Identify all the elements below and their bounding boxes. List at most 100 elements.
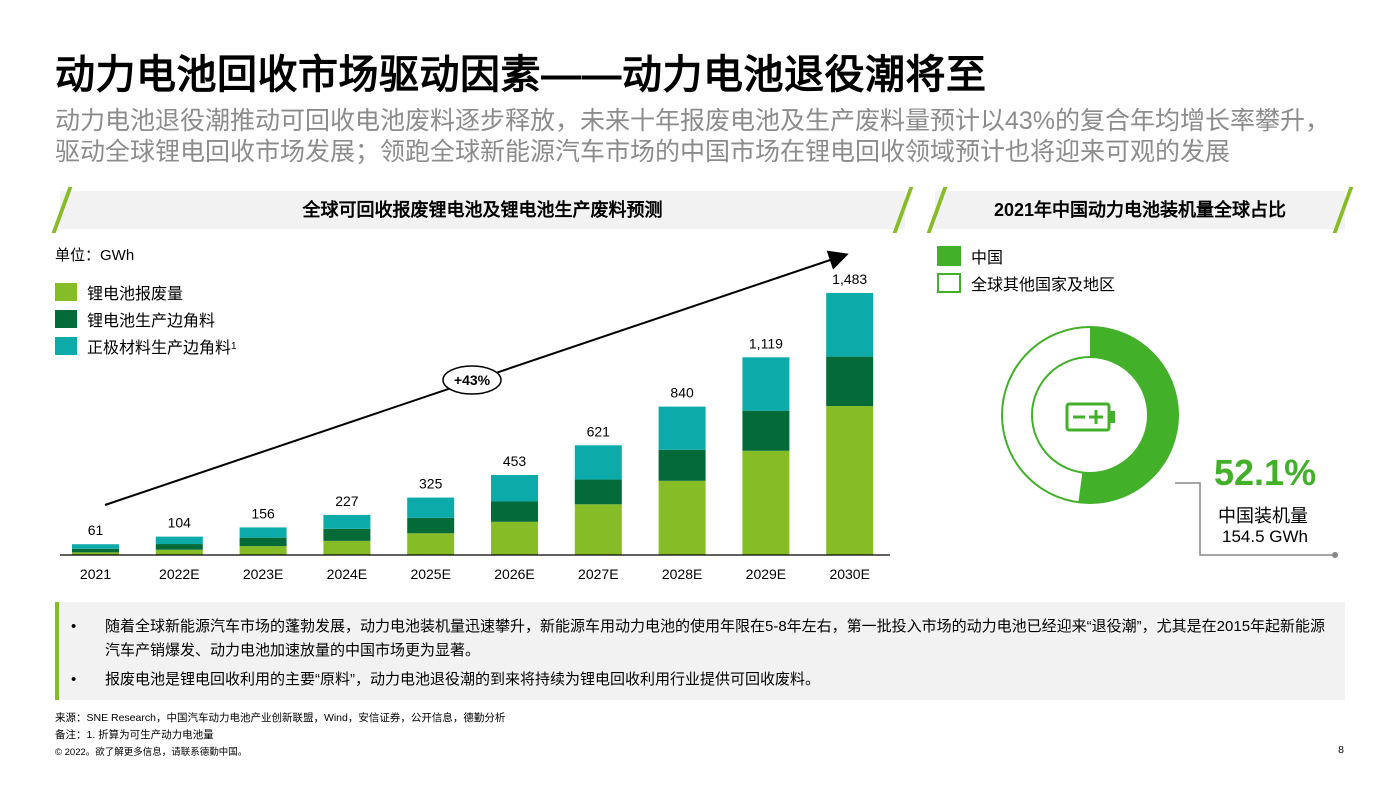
x-tick-2030E: 2030E (829, 566, 869, 582)
total-label-2022E: 104 (168, 515, 192, 531)
bar-2024E-series-1 (323, 540, 371, 555)
legend-footnote-mark: 1 (231, 340, 237, 352)
legend-scrap: 锂电池报废量 (55, 280, 183, 304)
bar-2023E-series-1 (239, 546, 287, 555)
key-points-box: • 随着全球新能源汽车市场的蓬勃发展，动力电池装机量迅速攀升，新能源车用动力电池… (55, 602, 1345, 700)
legend-swatch-other (937, 273, 961, 293)
bar-2022E-series-1 (155, 549, 203, 555)
bar-2021-series-1 (72, 552, 119, 555)
x-tick-2023E: 2023E (243, 566, 283, 582)
bar-2025E-series-2 (407, 517, 455, 534)
header-accent-left-2 (926, 187, 948, 233)
header-accent-left (51, 187, 73, 233)
total-label-2027E: 621 (587, 423, 611, 439)
legend-cathode: 正极材料生产边角料 1 (55, 334, 237, 358)
page-subtitle: 动力电池退役潮推动可回收电池废料逐步释放，未来十年报废电池及生产废料量预计以43… (55, 107, 1331, 166)
bullet-text-1: 随着全球新能源汽车市场的蓬勃发展，动力电池装机量迅速攀升，新能源车用动力电池的使… (105, 618, 1326, 659)
x-tick-2029E: 2029E (746, 566, 786, 582)
right-panel-title: 2021年中国动力电池装机量全球占比 (993, 200, 1287, 220)
legend-label-production: 锂电池生产边角料 (87, 313, 216, 330)
battery-charging-icon (1065, 402, 1115, 432)
page-number: 8 (1338, 744, 1344, 756)
legend-label-other: 全球其他国家及地区 (971, 277, 1116, 294)
bar-2030E-series-2 (826, 356, 874, 407)
bar-2021-series-3 (72, 544, 119, 549)
total-label-2024E: 227 (335, 493, 359, 509)
bar-2025E-series-1 (407, 533, 455, 555)
donut-slice-china (1078, 327, 1178, 503)
total-label-2028E: 840 (670, 385, 694, 401)
bullet-marker: • (71, 671, 77, 688)
left-panel-title: 全球可回收报废锂电池及锂电池生产废料预测 (302, 200, 663, 220)
header-accent-right (892, 187, 914, 233)
bullet-text-2: 报废电池是锂电回收利用的主要“原料”，动力电池退役潮的到来将持续为锂电回收利用行… (105, 671, 820, 688)
bullet-marker: • (71, 618, 77, 635)
bar-2022E-series-2 (155, 544, 203, 550)
legend-production: 锂电池生产边角料 (55, 307, 215, 331)
callout-line (1175, 482, 1335, 556)
bar-2028E-series-3 (658, 406, 706, 450)
unit-label: 单位：GWh (55, 247, 135, 264)
bar-2026E-series-2 (491, 501, 538, 522)
total-label-2029E: 1,119 (749, 335, 783, 351)
bar-chart: +43% 61 2021 104 2022E 156 2023E 227 2024E 325 20… (60, 250, 890, 582)
copyright: © 2022。欲了解更多信息，请联系德勤中国。 (55, 747, 248, 758)
x-tick-2024E: 2024E (327, 566, 367, 582)
bar-2027E-series-3 (574, 445, 622, 480)
total-label-2030E: 1,483 (832, 271, 867, 287)
bar-2029E-series-3 (742, 357, 790, 411)
bar-2026E-series-1 (491, 521, 538, 555)
bullet-item: • 随着全球新能源汽车市场的蓬勃发展，动力电池装机量迅速攀升，新能源车用动力电池… (71, 615, 1327, 663)
x-tick-2026E: 2026E (494, 566, 534, 582)
bar-2024E-series-2 (323, 528, 371, 541)
bar-2030E-series-3 (826, 293, 874, 357)
donut-chart (1001, 326, 1338, 558)
total-label-2026E: 453 (503, 453, 527, 469)
legend-swatch-china (937, 246, 961, 266)
china-label: 中国装机量 (1218, 506, 1308, 526)
bar-2025E-series-3 (407, 497, 455, 518)
x-tick-2027E: 2027E (578, 566, 618, 582)
legend-swatch-production (55, 310, 77, 328)
legend-label-cathode: 正极材料生产边角料 (87, 340, 232, 357)
bar-2021-series-2 (72, 548, 119, 553)
legend-label-scrap: 锂电池报废量 (87, 286, 184, 303)
total-label-2023E: 156 (251, 505, 275, 521)
growth-badge: +43% (442, 365, 502, 395)
growth-label: +43% (454, 372, 491, 388)
bar-2029E-series-1 (742, 450, 790, 555)
bar-2030E-series-1 (826, 406, 874, 555)
legend-swatch-scrap (55, 283, 77, 301)
bar-2028E-series-1 (658, 480, 706, 555)
bar-2022E-series-3 (155, 536, 203, 545)
bar-2029E-series-2 (742, 410, 790, 451)
legend-other: 全球其他国家及地区 (937, 271, 1115, 295)
bar-2028E-series-2 (658, 449, 706, 481)
bullet-item: • 报废电池是锂电回收利用的主要“原料”，动力电池退役潮的到来将持续为锂电回收利… (71, 668, 1327, 692)
bar-2027E-series-1 (574, 504, 622, 555)
x-tick-2021: 2021 (80, 566, 111, 582)
bar-2026E-series-3 (491, 474, 538, 502)
total-label-2025E: 325 (419, 476, 443, 492)
legend-swatch-cathode (55, 337, 77, 355)
callout-dot (1332, 552, 1338, 558)
source-note: 来源：SNE Research，中国汽车动力电池产业创新联盟，Wind，安信证券… (55, 712, 506, 724)
x-tick-2028E: 2028E (662, 566, 702, 582)
left-panel-header: 全球可回收报废锂电池及锂电池生产废料预测 (51, 187, 914, 233)
china-percent: 52.1% (1214, 452, 1317, 493)
right-panel-header: 2021年中国动力电池装机量全球占比 (926, 187, 1354, 233)
legend-china: 中国 (937, 244, 1003, 268)
x-tick-2025E: 2025E (410, 566, 450, 582)
header-accent-right-2 (1332, 187, 1354, 233)
bar-2027E-series-2 (574, 479, 622, 505)
total-label-2021: 61 (88, 522, 104, 538)
china-value: 154.5 GWh (1222, 527, 1308, 546)
x-tick-2022E: 2022E (159, 566, 199, 582)
bar-2024E-series-3 (323, 514, 371, 529)
bar-2023E-series-3 (239, 527, 287, 538)
bar-2023E-series-2 (239, 537, 287, 547)
donut-ring-inner (1031, 356, 1149, 474)
legend-label-china: 中国 (971, 250, 1004, 267)
footnote: 备注：1. 折算为可生产动力电池量 (55, 729, 214, 741)
page-title: 动力电池回收市场驱动因素——动力电池退役潮将至 (55, 53, 987, 97)
